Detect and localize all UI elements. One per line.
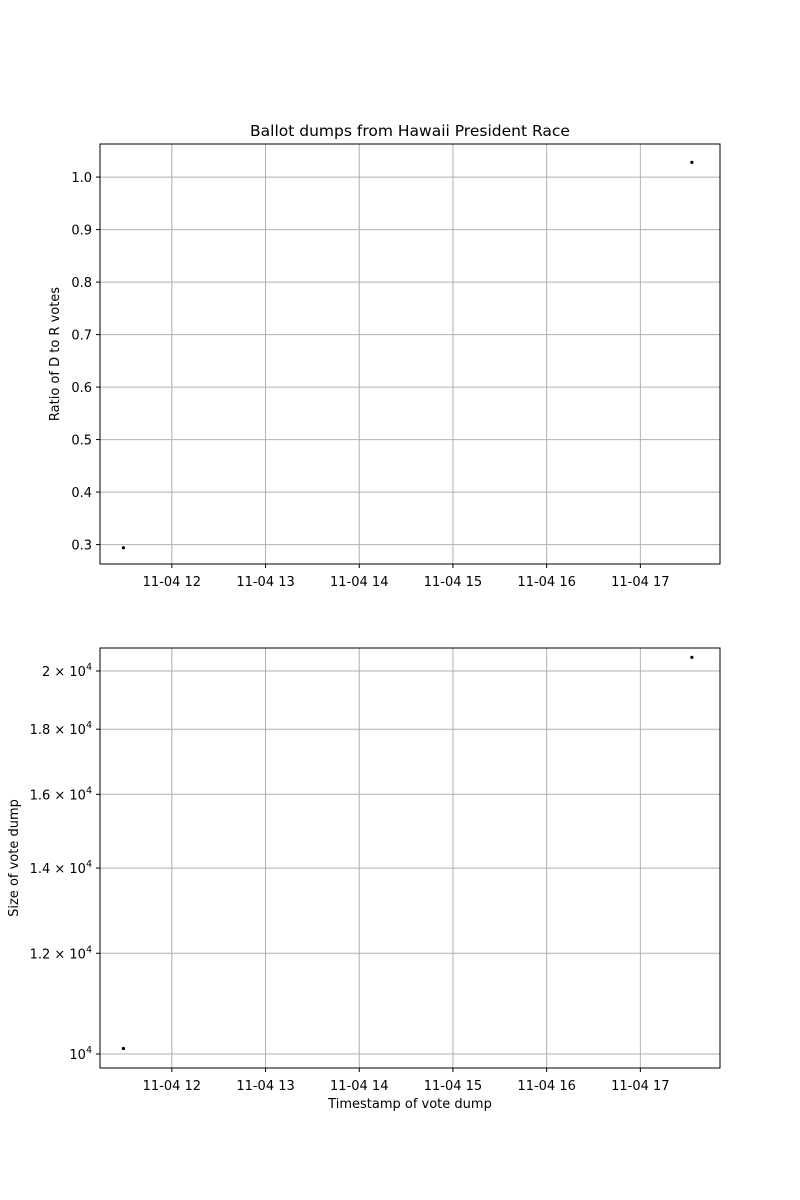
y-tick-label: 0.8 xyxy=(71,276,92,291)
x-tick-label: 11-04 12 xyxy=(143,1079,201,1094)
x-tick-label: 11-04 12 xyxy=(143,575,201,590)
x-tick-label: 11-04 15 xyxy=(424,575,482,590)
y-tick-label: 104 xyxy=(69,1045,92,1063)
y-tick-label: 1.6 × 104 xyxy=(30,785,92,803)
data-point xyxy=(690,655,694,659)
axes-frame xyxy=(99,143,721,565)
data-point xyxy=(121,546,126,550)
x-tick-label: 11-04 17 xyxy=(611,575,669,590)
x-tick-label: 11-04 13 xyxy=(236,575,294,590)
data-point xyxy=(121,1046,126,1051)
axes-frame xyxy=(99,647,721,1069)
y-tick-label: 1.2 × 104 xyxy=(30,944,92,962)
size-chart: 11-04 12 11-04 13 11-04 14 11-04 15 11-04 16… xyxy=(7,647,721,1112)
y-tick-label: 1.8 × 104 xyxy=(30,720,92,738)
y-axis-label: Size of vote dump xyxy=(7,799,22,917)
x-tick-label: 11-04 14 xyxy=(330,1079,388,1094)
y-tick-label: 0.7 xyxy=(71,329,92,344)
data-point xyxy=(690,160,694,164)
y-tick-label: 0.9 xyxy=(71,224,92,239)
y-tick-label: 0.4 xyxy=(71,486,92,501)
y-tick-label: 1.4 × 104 xyxy=(30,859,92,877)
y-tick-label: 0.5 xyxy=(71,434,92,449)
y-tick-label: 0.3 xyxy=(71,539,92,554)
x-axis-label: Timestamp of vote dump xyxy=(327,1097,492,1112)
chart-title: Ballot dumps from Hawaii President Race xyxy=(250,122,570,140)
x-tick-label: 11-04 16 xyxy=(517,1079,575,1094)
x-tick-label: 11-04 13 xyxy=(236,1079,294,1094)
y-tick-label: 0.6 xyxy=(71,381,92,396)
x-tick-label: 11-04 14 xyxy=(330,575,388,590)
x-tick-label: 11-04 16 xyxy=(517,575,575,590)
y-tick-label: 1.0 xyxy=(71,171,92,186)
y-axis-label: Ratio of D to R votes xyxy=(48,287,63,421)
x-tick-label: 11-04 17 xyxy=(611,1079,669,1094)
x-tick-label: 11-04 15 xyxy=(424,1079,482,1094)
ratio-chart: 11-04 12 11-04 13 11-04 14 11-04 15 11-04 16… xyxy=(48,122,721,590)
y-tick-label: 2 × 104 xyxy=(42,662,92,680)
